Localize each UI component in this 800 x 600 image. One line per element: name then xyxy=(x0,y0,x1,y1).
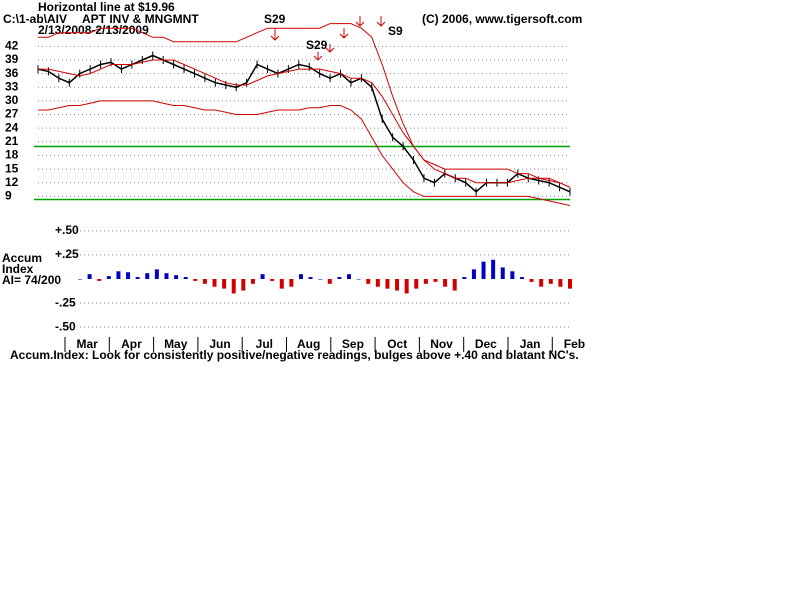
accum-bar xyxy=(260,274,265,279)
accum-bar xyxy=(97,279,102,281)
accum-bar xyxy=(510,271,515,279)
y-tick-label: 39 xyxy=(5,52,19,66)
x-tick-label: Dec xyxy=(475,337,497,351)
accum-bar xyxy=(481,261,486,279)
accum-bar xyxy=(385,279,390,289)
y-tick-label: 21 xyxy=(5,134,19,148)
band-line xyxy=(38,100,571,206)
header-file: C:\1-ab\AIV xyxy=(3,12,67,26)
annotation: S29 xyxy=(306,38,328,52)
accum-title: Accum xyxy=(2,251,42,265)
accum-bar xyxy=(145,273,150,279)
y-tick-label: -.50 xyxy=(55,319,76,333)
accum-bar xyxy=(222,279,227,289)
header-dates: 2/13/2008-2/13/2009 xyxy=(38,23,149,37)
accum-bar xyxy=(106,276,111,279)
accum-bar xyxy=(529,279,534,282)
band-line xyxy=(38,23,571,188)
accum-bar xyxy=(212,279,217,287)
accum-bar xyxy=(318,279,323,280)
accum-bar xyxy=(375,279,380,287)
accum-bar xyxy=(568,279,572,289)
x-tick-label: Feb xyxy=(564,337,585,351)
accum-bar xyxy=(289,279,294,287)
x-tick-label: Jul xyxy=(256,337,273,351)
accum-bar xyxy=(78,279,82,280)
accum-bar xyxy=(241,279,246,291)
band-line xyxy=(38,59,571,188)
footnote: Accum.Index: Look for consistently posit… xyxy=(10,348,579,362)
accum-bar xyxy=(347,274,352,279)
accum-bar xyxy=(539,279,544,287)
accum-bar xyxy=(519,277,524,279)
accum-bar xyxy=(356,279,361,280)
accum-subtitle: Index xyxy=(2,262,34,276)
y-tick-label: 30 xyxy=(5,93,19,107)
accum-label: AI= 74/200 xyxy=(2,273,61,287)
y-tick-label: 9 xyxy=(5,189,12,203)
annotation: S29 xyxy=(264,12,286,26)
y-tick-label: 27 xyxy=(5,107,19,121)
y-tick-label: 18 xyxy=(5,148,19,162)
x-tick-label: Mar xyxy=(76,337,98,351)
accum-bar xyxy=(183,277,188,279)
accum-bar xyxy=(202,279,207,284)
y-tick-label: 24 xyxy=(5,120,19,134)
annotation: S9 xyxy=(388,24,403,38)
accum-bar xyxy=(135,277,140,279)
accum-bar xyxy=(452,279,457,291)
accum-bar xyxy=(471,269,476,279)
accum-bar xyxy=(154,269,159,279)
accum-bar xyxy=(423,279,428,284)
y-tick-label: 15 xyxy=(5,161,19,175)
x-tick-label: Aug xyxy=(297,337,320,351)
x-tick-label: Jun xyxy=(209,337,230,351)
header-note: Horizontal line at $19.96 xyxy=(38,0,175,14)
x-tick-label: Sep xyxy=(342,337,364,351)
x-tick-label: Nov xyxy=(430,337,453,351)
accum-bar xyxy=(404,279,409,294)
accum-bar xyxy=(250,279,255,284)
y-tick-label: 42 xyxy=(5,39,19,53)
y-tick-label: -.25 xyxy=(55,295,76,309)
y-tick-label: +.25 xyxy=(55,247,79,261)
accum-bar xyxy=(366,279,371,284)
accum-bar xyxy=(327,279,332,284)
y-tick-label: 33 xyxy=(5,79,19,93)
header-name: APT INV & MNGMNT xyxy=(82,12,199,26)
accum-bar xyxy=(164,273,169,279)
accum-bar xyxy=(298,274,303,279)
accum-bar xyxy=(395,279,400,291)
accum-bar xyxy=(87,274,92,279)
price-line xyxy=(37,54,571,193)
y-tick-label: +.50 xyxy=(55,223,79,237)
accum-bar xyxy=(433,279,438,282)
header-copyright: (C) 2006, www.tigersoft.com xyxy=(422,12,582,26)
x-tick-label: Oct xyxy=(387,337,407,351)
accum-bar xyxy=(193,279,198,281)
x-tick-label: Apr xyxy=(121,337,142,351)
accum-bar xyxy=(231,279,236,294)
accum-bar xyxy=(500,267,505,279)
x-tick-label: Jan xyxy=(520,337,541,351)
accum-bar xyxy=(308,277,313,279)
accum-bar xyxy=(279,279,284,289)
accum-bar xyxy=(270,279,275,281)
y-tick-label: 12 xyxy=(5,175,19,189)
accum-bar xyxy=(126,272,131,279)
accum-bar xyxy=(116,271,121,279)
accum-bar xyxy=(558,279,563,287)
accum-bar xyxy=(174,275,179,279)
accum-bar xyxy=(414,279,419,289)
accum-bar xyxy=(462,277,467,279)
accum-bar xyxy=(548,279,553,284)
x-tick-label: May xyxy=(164,337,188,351)
accum-bar xyxy=(337,277,342,279)
y-tick-label: 36 xyxy=(5,66,19,80)
accum-bar xyxy=(491,259,496,279)
accum-bar xyxy=(443,279,448,287)
